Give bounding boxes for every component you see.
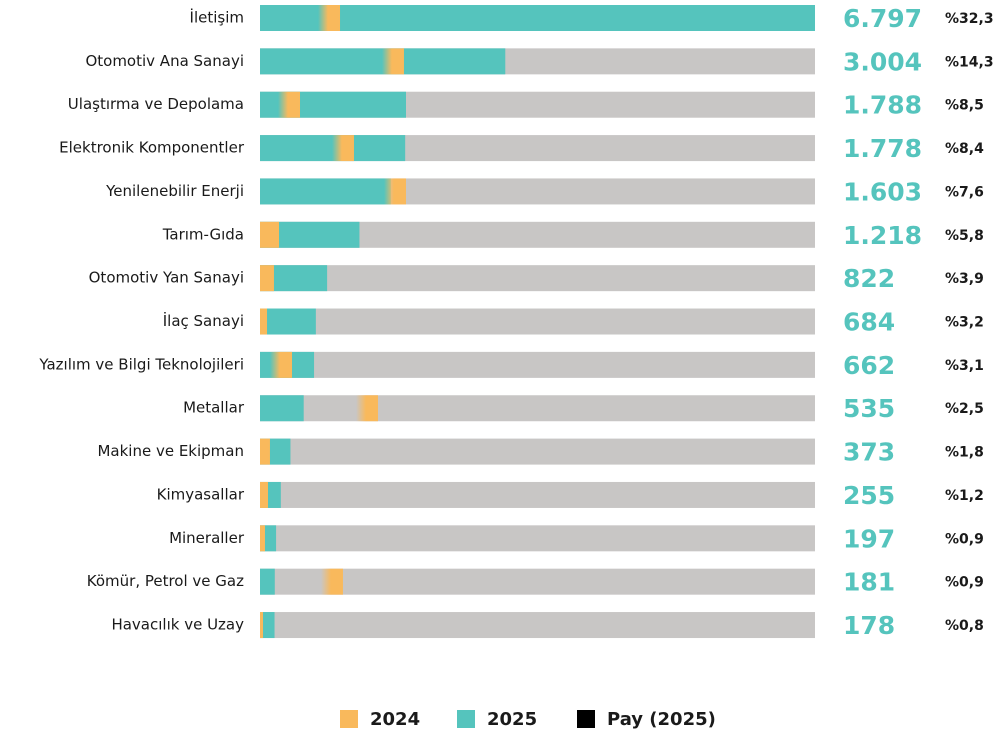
marker-2024 [260, 525, 265, 552]
bar [260, 308, 316, 335]
share-label: %0,8 [945, 618, 984, 634]
value-label: 535 [843, 394, 895, 423]
share-label: %2,5 [945, 401, 984, 417]
marker-2024 [331, 135, 354, 162]
bar [260, 178, 391, 205]
bar [260, 612, 275, 639]
share-label: %3,1 [945, 358, 984, 374]
share-label: %3,2 [945, 315, 984, 331]
bar [260, 568, 275, 595]
legend-swatch [577, 710, 595, 728]
share-label: %7,6 [945, 184, 984, 200]
value-label: 373 [843, 438, 895, 467]
value-label: 1.788 [843, 91, 922, 120]
bar-track [260, 351, 815, 378]
marker-2024 [320, 568, 343, 595]
share-label: %8,5 [945, 98, 984, 114]
value-label: 3.004 [843, 47, 922, 76]
category-label: Mineraller [169, 529, 245, 547]
share-label: %5,8 [945, 228, 984, 244]
value-label: 6.797 [843, 4, 922, 33]
legend-swatch [340, 710, 358, 728]
share-label: %0,9 [945, 575, 984, 591]
marker-2024 [381, 48, 404, 75]
marker-2024 [260, 265, 274, 292]
category-label: İletişim [190, 8, 244, 27]
bar-track [260, 395, 815, 422]
value-label: 181 [843, 568, 895, 597]
legend-label: 2025 [487, 709, 537, 730]
category-label: Kömür, Petrol ve Gaz [87, 572, 244, 590]
marker-2024 [270, 351, 293, 378]
category-label: Ulaştırma ve Depolama [68, 95, 244, 113]
category-label: Otomotiv Ana Sanayi [85, 52, 244, 70]
category-label: İlaç Sanayi [163, 311, 244, 330]
share-label: %0,9 [945, 531, 984, 547]
bar-track [260, 265, 815, 292]
category-label: Otomotiv Yan Sanayi [89, 269, 244, 287]
category-label: Makine ve Ekipman [97, 442, 244, 460]
marker-2024 [355, 395, 378, 422]
value-label: 662 [843, 351, 895, 380]
share-label: %3,9 [945, 271, 984, 287]
category-label: Metallar [183, 399, 245, 417]
value-label: 1.603 [843, 177, 922, 206]
value-label: 822 [843, 264, 895, 293]
bar-track [260, 438, 815, 465]
bar-track [260, 612, 815, 639]
legend-label: Pay (2025) [607, 709, 716, 730]
bar-track [260, 481, 815, 508]
marker-2024 [278, 91, 301, 118]
bar [260, 5, 815, 31]
bar [260, 395, 304, 422]
share-label: %8,4 [945, 141, 984, 157]
marker-2024 [260, 438, 270, 465]
value-label: 684 [843, 308, 895, 337]
share-label: %1,2 [945, 488, 984, 504]
bar-track [260, 568, 815, 595]
category-label: Yazılım ve Bilgi Teknolojileri [38, 355, 244, 373]
marker-2024 [318, 5, 341, 31]
legend-swatch [457, 710, 475, 728]
share-label: %1,8 [945, 445, 984, 461]
value-label: 178 [843, 611, 895, 640]
category-label: Havacılık ve Uzay [111, 616, 244, 634]
marker-2024 [260, 308, 268, 335]
category-label: Elektronik Komponentler [59, 139, 245, 157]
bar-track [260, 525, 815, 552]
marker-2024 [383, 178, 406, 205]
marker-2024 [260, 481, 269, 508]
bar-track [260, 308, 815, 335]
category-label: Tarım-Gıda [162, 225, 244, 243]
value-label: 1.218 [843, 221, 922, 250]
share-label: %32,3 [945, 11, 994, 27]
legend-label: 2024 [370, 709, 420, 730]
value-label: 1.778 [843, 134, 922, 163]
value-label: 255 [843, 481, 895, 510]
marker-2024 [260, 612, 264, 639]
category-label: Yenilenebilir Enerji [105, 182, 244, 200]
value-label: 197 [843, 524, 895, 553]
marker-2024 [260, 221, 280, 248]
category-label: Kimyasallar [157, 485, 245, 503]
share-label: %14,3 [945, 54, 994, 70]
